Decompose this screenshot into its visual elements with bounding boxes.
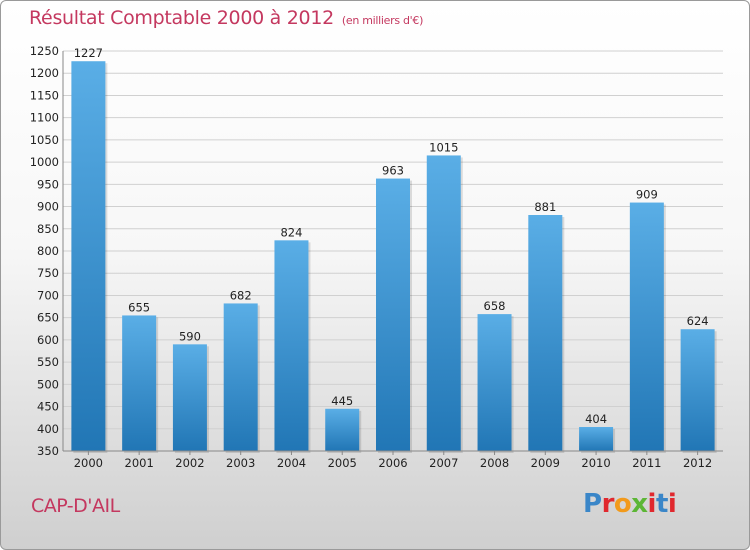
bar-2000 xyxy=(71,61,106,451)
bar-2002 xyxy=(172,344,207,451)
bar-value-label: 404 xyxy=(585,412,607,426)
bar-2012 xyxy=(680,329,715,451)
bar-value-label: 445 xyxy=(331,394,353,408)
y-tick-label: 1000 xyxy=(30,155,59,169)
y-tick-label: 500 xyxy=(37,377,59,391)
bar-value-label: 682 xyxy=(230,288,252,302)
bar-2005 xyxy=(325,408,360,451)
x-tick-label: 2000 xyxy=(74,456,103,470)
chart-title: Résultat Comptable 2000 à 2012 (en millie… xyxy=(29,7,423,29)
commune-name: CAP-D'AIL xyxy=(31,495,120,517)
y-tick-label: 750 xyxy=(37,266,59,280)
x-tick-label: 2010 xyxy=(581,456,610,470)
logo-letter: i xyxy=(667,489,677,519)
y-tick-label: 400 xyxy=(37,422,59,436)
bar-value-label: 658 xyxy=(484,299,506,313)
bar-value-label: 909 xyxy=(636,188,658,202)
y-tick-label: 1100 xyxy=(30,111,59,125)
y-axis: 350 400 450 500 550 600 650 700 750 800 850 900 950 1… xyxy=(30,44,64,458)
chart-unit: (en milliers d'€) xyxy=(341,14,424,27)
chart-title-text: Résultat Comptable 2000 à 2012 xyxy=(29,7,334,29)
y-tick-label: 600 xyxy=(37,333,59,347)
bar-2011 xyxy=(629,202,664,451)
bar-value-label: 624 xyxy=(687,314,709,328)
y-tick-label: 800 xyxy=(37,244,59,258)
y-tick-label: 700 xyxy=(37,288,59,302)
x-tick-label: 2004 xyxy=(277,456,306,470)
y-tick-label: 950 xyxy=(37,177,59,191)
y-tick-label: 1150 xyxy=(30,88,59,102)
x-tick-label: 2005 xyxy=(328,456,357,470)
bar-value-label: 655 xyxy=(128,300,150,314)
bar-value-label: 1227 xyxy=(74,46,103,60)
y-tick-label: 1250 xyxy=(30,44,59,58)
y-tick-label: 900 xyxy=(37,200,59,214)
x-tick-label: 2003 xyxy=(226,456,255,470)
bar-2010 xyxy=(579,427,614,451)
bar-2003 xyxy=(223,303,258,451)
logo-letter: i xyxy=(647,489,657,519)
y-tick-label: 350 xyxy=(37,444,59,458)
logo-letter: o xyxy=(613,489,632,519)
bar-2009 xyxy=(528,215,563,451)
y-tick-label: 850 xyxy=(37,222,59,236)
x-tick-label: 2008 xyxy=(480,456,509,470)
x-tick-label: 2011 xyxy=(632,456,661,470)
bars: 1227 655 590 682 824 445 963 1015 658 881 404 909 62… xyxy=(71,46,717,454)
x-tick-label: 2009 xyxy=(531,456,560,470)
logo-letter: P xyxy=(583,489,602,519)
bar-value-label: 824 xyxy=(280,225,302,239)
bar-2006 xyxy=(376,178,410,452)
bar-value-label: 590 xyxy=(179,329,201,343)
bar-2008 xyxy=(477,314,512,451)
x-axis: 2000 2001 2002 2003 2004 2005 2006 2007 2008 2009… xyxy=(63,450,723,470)
bar-2004 xyxy=(274,240,309,451)
logo-letter: r xyxy=(601,489,615,519)
y-tick-label: 1050 xyxy=(30,133,59,147)
logo-letter: x xyxy=(631,489,648,519)
logo-letter: t xyxy=(655,489,668,519)
y-tick-label: 550 xyxy=(37,355,59,369)
x-tick-label: 2012 xyxy=(683,456,712,470)
proxiti-logo[interactable]: Proxiti xyxy=(583,489,677,519)
y-tick-label: 1200 xyxy=(30,66,59,80)
bar-2007 xyxy=(426,155,461,451)
y-tick-label: 650 xyxy=(37,311,59,325)
x-tick-label: 2002 xyxy=(175,456,204,470)
bar-value-label: 1015 xyxy=(429,140,458,154)
y-tick-label: 450 xyxy=(37,400,59,414)
x-tick-label: 2006 xyxy=(378,456,407,470)
x-tick-label: 2007 xyxy=(429,456,458,470)
x-tick-label: 2001 xyxy=(125,456,154,470)
bar-2001 xyxy=(122,315,157,451)
bar-value-label: 963 xyxy=(382,164,404,178)
bar-value-label: 881 xyxy=(534,200,556,214)
